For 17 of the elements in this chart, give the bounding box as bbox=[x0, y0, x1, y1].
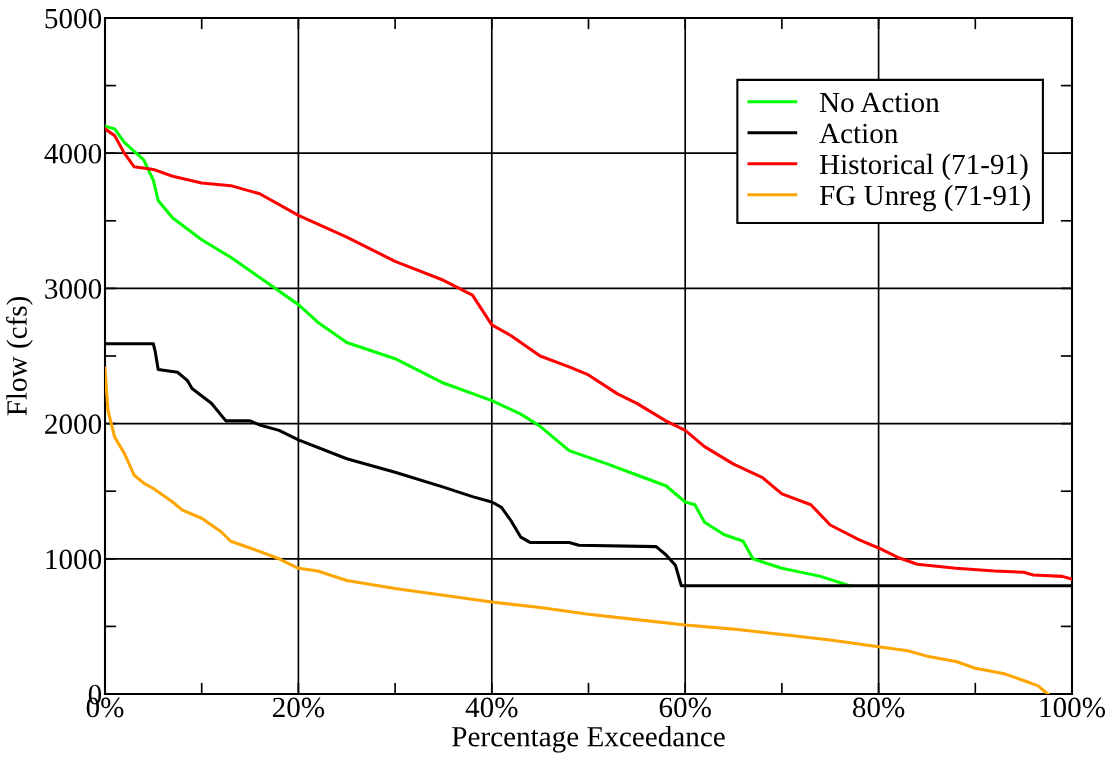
x-tick-label: 100% bbox=[1040, 697, 1106, 718]
line-series bbox=[105, 366, 1050, 694]
legend-label: FG Unreg (71-91) bbox=[819, 184, 1030, 212]
y-axis-title: Flow (cfs) bbox=[6, 296, 33, 416]
x-tick-label: 60% bbox=[659, 697, 711, 718]
y-tick-label: 5000 bbox=[45, 8, 102, 29]
y-tick-label: 4000 bbox=[44, 143, 102, 164]
legend-label: Historical (71-91) bbox=[819, 153, 1028, 181]
x-tick-label: 40% bbox=[465, 697, 518, 718]
y-tick-label: 2000 bbox=[45, 414, 102, 435]
legend-label: No Action bbox=[819, 92, 940, 113]
y-tick-label: 3000 bbox=[45, 279, 102, 299]
x-axis-title: Percentage Exceedance bbox=[452, 726, 725, 753]
legend-label: Action bbox=[819, 123, 898, 144]
y-tick-label: 1000 bbox=[46, 549, 102, 570]
x-tick-label: 20% bbox=[272, 697, 325, 718]
x-tick-label: 80% bbox=[852, 697, 905, 718]
